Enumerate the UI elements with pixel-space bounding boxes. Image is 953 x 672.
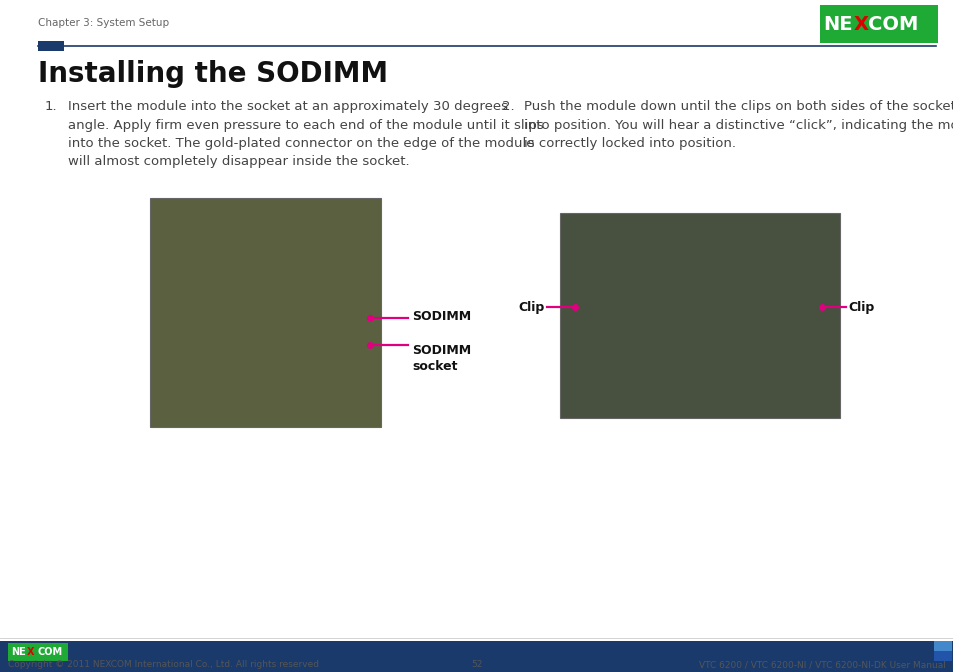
Text: COM: COM — [37, 647, 63, 657]
Text: Push the module down until the clips on both sides of the socket lock
into posit: Push the module down until the clips on … — [523, 100, 953, 150]
Text: Copyright © 2011 NEXCOM International Co., Ltd. All rights reserved: Copyright © 2011 NEXCOM International Co… — [8, 660, 318, 669]
Text: NE: NE — [11, 647, 26, 657]
Bar — [559, 213, 840, 418]
Text: X: X — [853, 15, 868, 34]
Text: Clip: Clip — [847, 300, 873, 314]
Text: 2.: 2. — [501, 100, 514, 113]
Text: X: X — [27, 647, 34, 657]
Text: Insert the module into the socket at an approximately 30 degrees
angle. Apply fi: Insert the module into the socket at an … — [68, 100, 543, 169]
Bar — [933, 651, 951, 661]
Bar — [0, 641, 953, 672]
Text: COM: COM — [867, 15, 917, 34]
Bar — [820, 5, 937, 43]
Bar — [150, 198, 380, 427]
Text: SODIMM: SODIMM — [412, 310, 471, 323]
Bar — [933, 641, 951, 651]
Text: Installing the SODIMM: Installing the SODIMM — [38, 60, 388, 88]
Text: Clip: Clip — [518, 300, 544, 314]
Bar — [8, 643, 68, 661]
Text: NE: NE — [822, 15, 852, 34]
Text: SODIMM
socket: SODIMM socket — [412, 344, 471, 373]
Text: 1.: 1. — [45, 100, 57, 113]
Text: VTC 6200 / VTC 6200-NI / VTC 6200-NI-DK User Manual: VTC 6200 / VTC 6200-NI / VTC 6200-NI-DK … — [699, 660, 945, 669]
Text: Chapter 3: System Setup: Chapter 3: System Setup — [38, 18, 169, 28]
Text: 52: 52 — [471, 660, 482, 669]
Bar — [38, 41, 64, 51]
